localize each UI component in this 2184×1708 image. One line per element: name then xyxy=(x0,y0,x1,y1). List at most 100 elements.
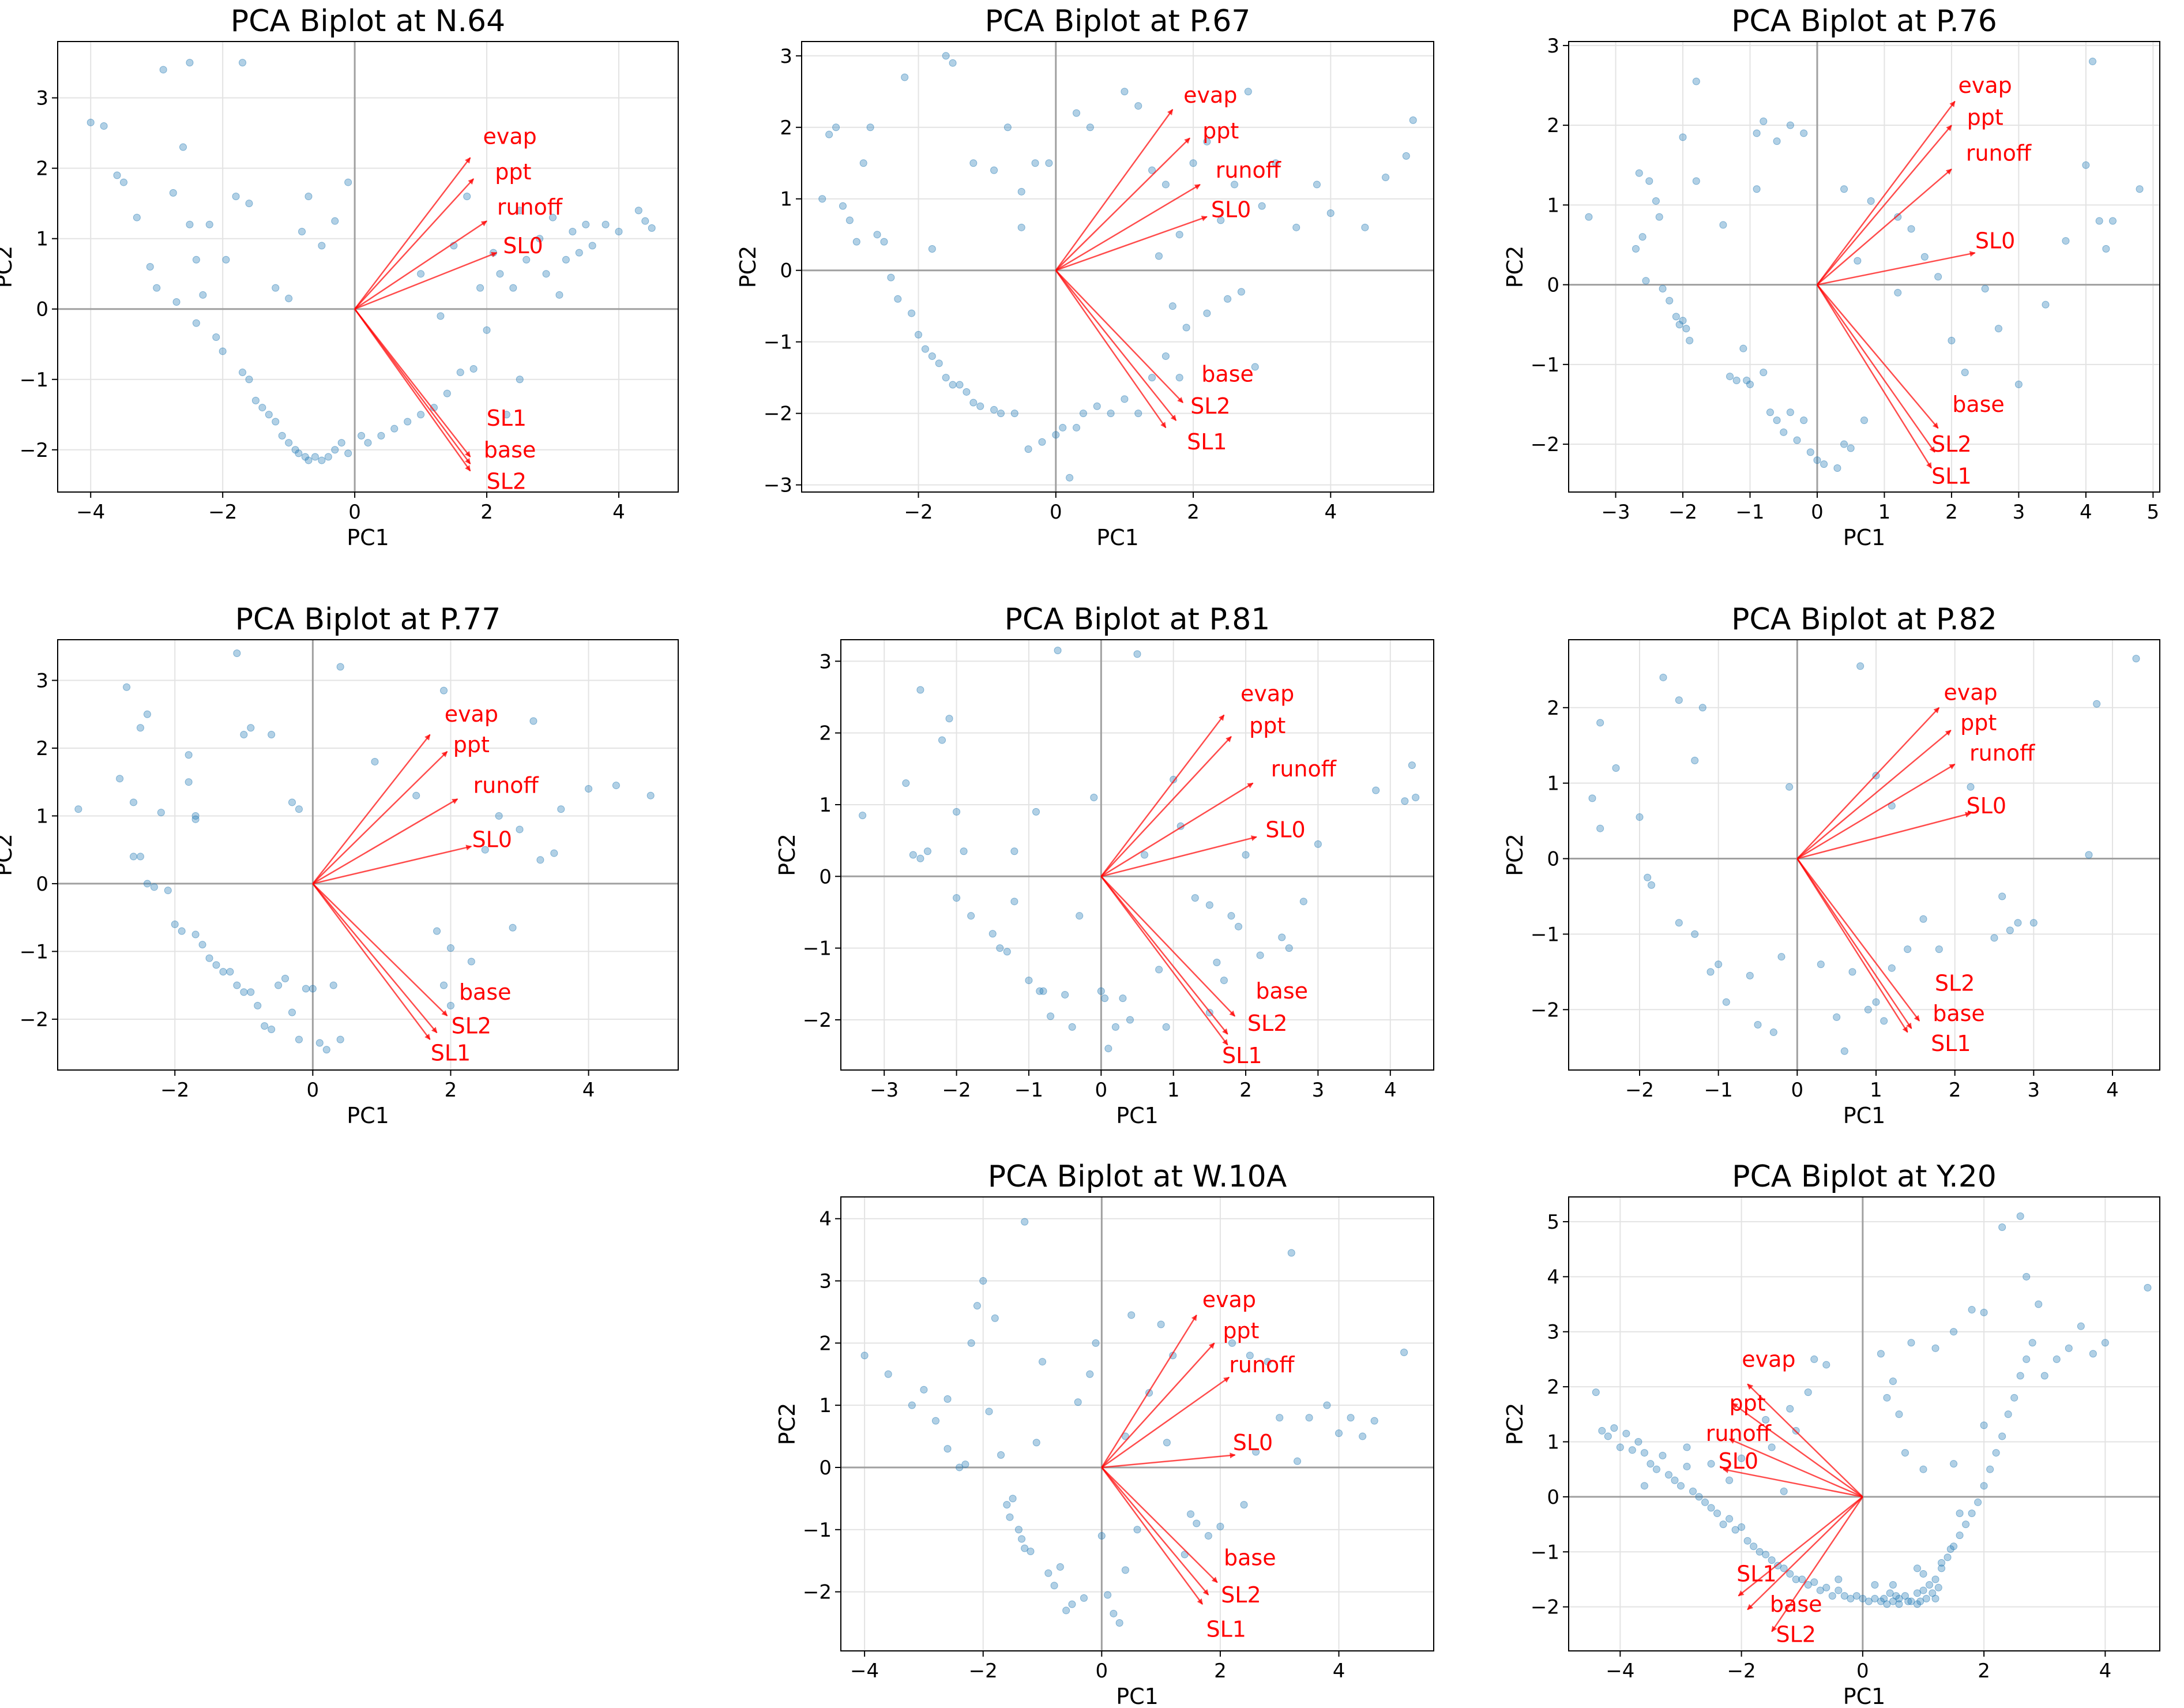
score-point xyxy=(953,808,961,816)
score-point xyxy=(1079,410,1087,418)
score-point xyxy=(557,805,565,813)
score-point xyxy=(463,192,471,200)
loading-label-base: base xyxy=(1933,1001,1985,1026)
score-point xyxy=(2029,919,2038,927)
score-point xyxy=(185,751,193,759)
loading-arrow-sl1 xyxy=(1055,269,1167,429)
score-point xyxy=(1080,1594,1088,1602)
x-tick-label: −2 xyxy=(942,1079,971,1102)
score-point xyxy=(1980,1421,1988,1429)
score-point xyxy=(1980,1308,1988,1316)
score-point xyxy=(1800,129,1808,137)
loading-label-sl1: SL1 xyxy=(1736,1561,1776,1586)
score-point xyxy=(1675,919,1683,927)
score-point xyxy=(278,431,286,440)
score-point xyxy=(1121,395,1129,403)
loading-label-sl0: SL0 xyxy=(472,827,512,853)
loading-label-runoff: runoff xyxy=(1969,740,2035,765)
y-axis-label: PC2 xyxy=(775,1403,800,1446)
score-point xyxy=(1227,912,1235,920)
score-point xyxy=(859,159,867,167)
score-point xyxy=(1800,416,1808,425)
panel-7: PCA Biplot at Y.20 −4 −2 0 2 4 −2 −1 0 1 2 3 4 5 evap p… xyxy=(1502,1159,2160,1708)
score-point xyxy=(1835,1575,1843,1583)
y-tick-label: −2 xyxy=(1531,433,1559,456)
score-point xyxy=(1888,964,1896,972)
score-point xyxy=(516,376,524,384)
panel-5: PCA Biplot at P.82 −2 −1 0 1 2 3 4 −2 −1 0 1 2 evap pp… xyxy=(1502,602,2160,1128)
score-point xyxy=(967,1339,975,1347)
score-point xyxy=(1372,786,1380,794)
score-point xyxy=(1134,102,1142,110)
score-point xyxy=(1616,1443,1624,1451)
y-tick-label: 0 xyxy=(1547,274,1559,297)
y-tick-label: −2 xyxy=(803,1009,832,1032)
score-point xyxy=(2089,58,2097,66)
score-point xyxy=(295,805,303,813)
score-point xyxy=(258,404,266,412)
score-point xyxy=(928,245,936,253)
score-point xyxy=(1738,1523,1746,1531)
x-tick-label: 4 xyxy=(2080,501,2092,524)
score-point xyxy=(446,944,454,952)
score-point xyxy=(1671,1476,1679,1484)
x-tick-label: 0 xyxy=(1095,1079,1107,1102)
score-point xyxy=(1950,1542,1958,1551)
x-tick-label: 4 xyxy=(1324,501,1337,524)
score-point xyxy=(1104,1591,1112,1599)
score-point xyxy=(1647,1460,1655,1468)
score-point xyxy=(1956,1531,1964,1540)
x-tick-label: 4 xyxy=(2106,1079,2119,1102)
loading-label-sl0: SL0 xyxy=(1719,1448,1758,1474)
score-point xyxy=(123,683,131,691)
score-point xyxy=(839,202,847,210)
score-point xyxy=(923,847,931,855)
score-point xyxy=(615,227,623,235)
score-point xyxy=(1610,1424,1618,1432)
score-point xyxy=(240,730,248,738)
score-point xyxy=(344,178,352,186)
score-point xyxy=(1793,436,1801,444)
score-point xyxy=(894,295,902,303)
score-point xyxy=(990,406,998,414)
score-point xyxy=(1786,408,1794,416)
score-point xyxy=(2010,1394,2018,1402)
panel-title: PCA Biplot at N.64 xyxy=(231,4,505,39)
y-tick-label: 0 xyxy=(1547,848,1559,871)
y-tick-label: 0 xyxy=(36,298,48,321)
score-point xyxy=(991,1314,999,1322)
y-tick-label: 2 xyxy=(1547,1376,1559,1399)
score-point xyxy=(1820,460,1828,468)
score-point xyxy=(1956,1510,1964,1518)
score-point xyxy=(179,143,187,151)
score-point xyxy=(232,192,240,200)
score-point xyxy=(417,411,425,419)
loading-arrow-base xyxy=(1101,1467,1218,1583)
score-point xyxy=(377,431,385,440)
score-point xyxy=(136,853,144,861)
score-point xyxy=(928,352,936,360)
score-point xyxy=(1655,213,1663,221)
score-point xyxy=(1753,129,1761,137)
panel-title: PCA Biplot at P.67 xyxy=(985,4,1251,39)
score-point xyxy=(949,59,957,67)
score-point xyxy=(169,189,177,197)
score-point xyxy=(469,365,478,373)
score-point xyxy=(1242,851,1250,859)
score-point xyxy=(331,217,339,225)
score-point xyxy=(240,988,248,996)
score-point xyxy=(1768,1556,1776,1564)
y-tick-label: −2 xyxy=(20,1008,48,1031)
loading-label-base: base xyxy=(1224,1545,1276,1570)
loading-arrow-sl0 xyxy=(1055,216,1208,271)
loading-arrow-ppt xyxy=(1732,1402,1863,1497)
score-point xyxy=(1682,325,1690,333)
score-point xyxy=(961,1461,969,1469)
score-point xyxy=(1726,373,1734,381)
loading-label-sl1: SL1 xyxy=(1931,1031,1971,1056)
score-point xyxy=(219,968,227,976)
score-point xyxy=(1974,1498,1982,1506)
x-axis-label: PC1 xyxy=(1843,525,1886,550)
score-point xyxy=(1121,1432,1129,1440)
loading-label-base: base xyxy=(484,437,536,463)
